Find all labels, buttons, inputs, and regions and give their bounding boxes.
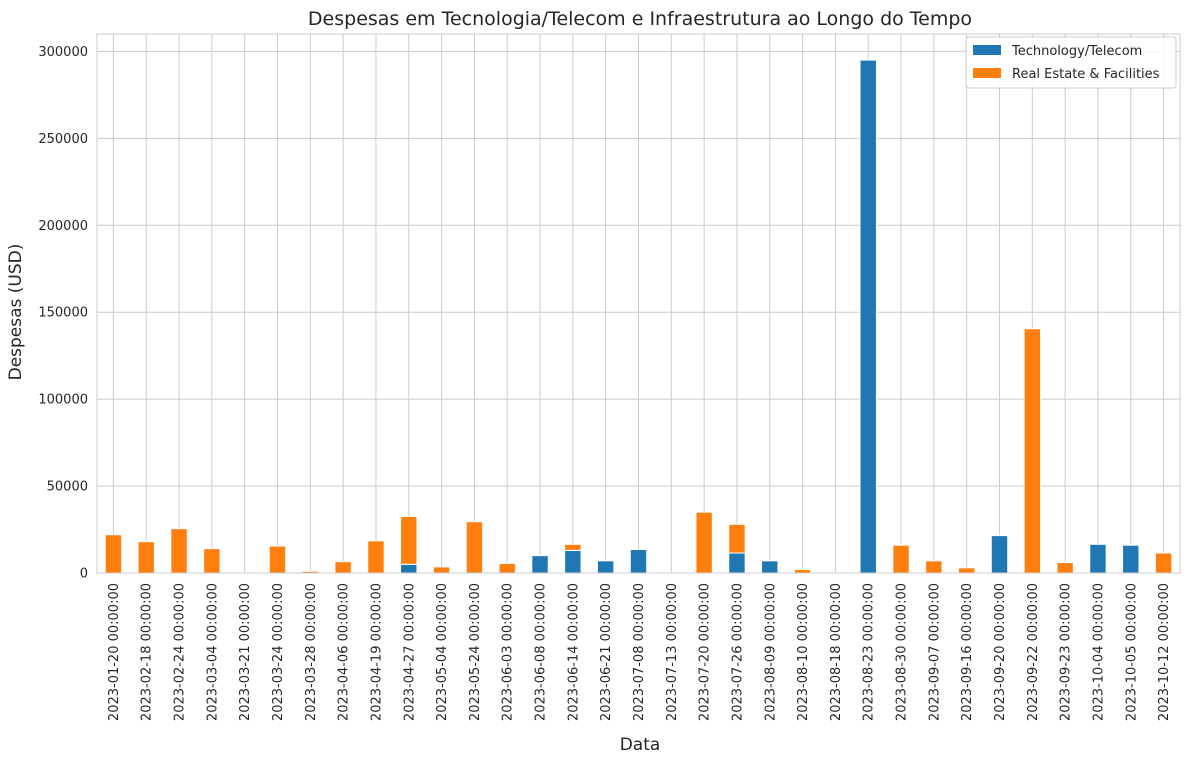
bar-technology-telecom [728, 552, 746, 574]
legend: Technology/Telecom Real Estate & Facilit… [965, 36, 1177, 89]
bar-technology-telecom [596, 560, 615, 574]
x-tick-label: 2023-04-06 00:00:00 [337, 583, 352, 721]
x-tick-label: 2023-02-24 00:00:00 [173, 583, 188, 721]
x-tick-label: 2023-10-05 00:00:00 [1124, 583, 1139, 721]
x-tick-label: 2023-07-26 00:00:00 [730, 583, 745, 721]
x-tick-label: 2023-07-08 00:00:00 [632, 583, 647, 721]
y-axis-label: Despesas (USD) [6, 244, 26, 381]
bar-real-estate-facilities [498, 562, 516, 574]
grid [97, 34, 1180, 574]
legend-swatch-real-estate-facilities [973, 68, 1001, 78]
x-tick-label: 2023-10-04 00:00:00 [1091, 583, 1106, 721]
bar-real-estate-facilities [203, 548, 221, 574]
bar-real-estate-facilities [268, 545, 287, 574]
bar-real-estate-facilities [334, 561, 352, 574]
x-tick-label: 2023-09-20 00:00:00 [993, 583, 1008, 721]
x-tick-label: 2023-06-03 00:00:00 [501, 583, 516, 721]
x-tick-label: 2023-06-14 00:00:00 [566, 583, 581, 721]
y-tick-label: 100000 [38, 393, 88, 408]
x-tick-label: 2023-09-07 00:00:00 [927, 583, 942, 721]
x-tick-label: 2023-04-27 00:00:00 [402, 583, 417, 721]
y-tick-label: 300000 [38, 45, 88, 60]
bar-technology-telecom [990, 535, 1009, 574]
bar-technology-telecom [400, 563, 418, 574]
bar-real-estate-facilities [892, 544, 910, 574]
x-tick-label: 2023-10-12 00:00:00 [1157, 583, 1172, 721]
bar-real-estate-facilities [925, 560, 943, 574]
bar-real-estate-facilities [170, 528, 188, 574]
bar-real-estate-facilities [1154, 552, 1173, 574]
bar-technology-telecom [564, 549, 582, 574]
x-tick-label: 2023-08-09 00:00:00 [763, 583, 778, 721]
bar-technology-telecom [1089, 543, 1107, 574]
x-tick-label: 2023-03-28 00:00:00 [304, 583, 319, 721]
bar-technology-telecom [859, 59, 877, 574]
bar-real-estate-facilities [104, 534, 123, 574]
bar-real-estate-facilities [1023, 328, 1042, 574]
bar-real-estate-facilities [793, 569, 812, 574]
x-tick-label: 2023-09-16 00:00:00 [960, 583, 975, 721]
bar-real-estate-facilities [695, 511, 713, 574]
x-tick-label: 2023-09-23 00:00:00 [1059, 583, 1074, 721]
legend-frame [965, 36, 1177, 89]
bar-technology-telecom [1122, 544, 1140, 574]
x-axis-label: Data [620, 735, 661, 755]
chart-title: Despesas em Tecnologia/Telecom e Infraes… [308, 8, 972, 30]
bar-real-estate-facilities [1056, 562, 1074, 574]
x-tick-label: 2023-04-19 00:00:00 [369, 583, 384, 721]
y-tick-label: 150000 [38, 306, 88, 321]
bar-real-estate-facilities [432, 566, 451, 574]
x-tick-label: 2023-08-23 00:00:00 [862, 583, 877, 721]
x-tick-label: 2023-05-24 00:00:00 [468, 583, 483, 721]
y-tick-label: 0 [80, 567, 88, 582]
y-tick-label: 250000 [38, 132, 88, 147]
y-ticks: 0 50000 100000 150000 200000 250000 300000 [38, 45, 88, 582]
x-tick-label: 2023-03-21 00:00:00 [238, 583, 253, 721]
x-tick-label: 2023-02-18 00:00:00 [140, 583, 155, 721]
x-ticks: 2023-01-20 00:00:00 2023-02-18 00:00:00 20… [107, 583, 1172, 721]
x-tick-label: 2023-03-04 00:00:00 [205, 583, 220, 721]
bar-technology-telecom [761, 560, 779, 574]
x-tick-label: 2023-08-30 00:00:00 [895, 583, 910, 721]
plot-frame [96, 33, 1181, 574]
x-tick-label: 2023-07-20 00:00:00 [698, 583, 713, 721]
bar-real-estate-facilities [957, 567, 976, 574]
x-tick-label: 2023-06-08 00:00:00 [534, 583, 549, 721]
legend-label-real-estate-facilities: Real Estate & Facilities [1012, 67, 1160, 82]
x-tick-label: 2023-08-18 00:00:00 [829, 583, 844, 721]
bar-real-estate-facilities [465, 521, 484, 574]
bar-real-estate-facilities [367, 540, 385, 574]
legend-swatch-technology-telecom [973, 45, 1001, 55]
x-tick-label: 2023-03-24 00:00:00 [271, 583, 286, 721]
y-tick-label: 200000 [38, 219, 88, 234]
bar-technology-telecom [531, 555, 549, 574]
legend-label-technology-telecom: Technology/Telecom [1011, 44, 1142, 59]
x-tick-label: 2023-01-20 00:00:00 [107, 583, 122, 721]
bar-technology-telecom [629, 549, 648, 574]
x-tick-label: 2023-07-13 00:00:00 [665, 583, 680, 721]
bar-real-estate-facilities [564, 543, 582, 551]
bar-real-estate-facilities [400, 515, 418, 565]
x-tick-label: 2023-06-21 00:00:00 [599, 583, 614, 721]
y-tick-label: 50000 [47, 480, 88, 495]
x-tick-label: 2023-05-04 00:00:00 [435, 583, 450, 721]
bar-real-estate-facilities [728, 523, 746, 554]
x-tick-label: 2023-09-22 00:00:00 [1026, 583, 1041, 721]
bar-real-estate-facilities [137, 541, 155, 574]
x-tick-label: 2023-08-10 00:00:00 [796, 583, 811, 721]
